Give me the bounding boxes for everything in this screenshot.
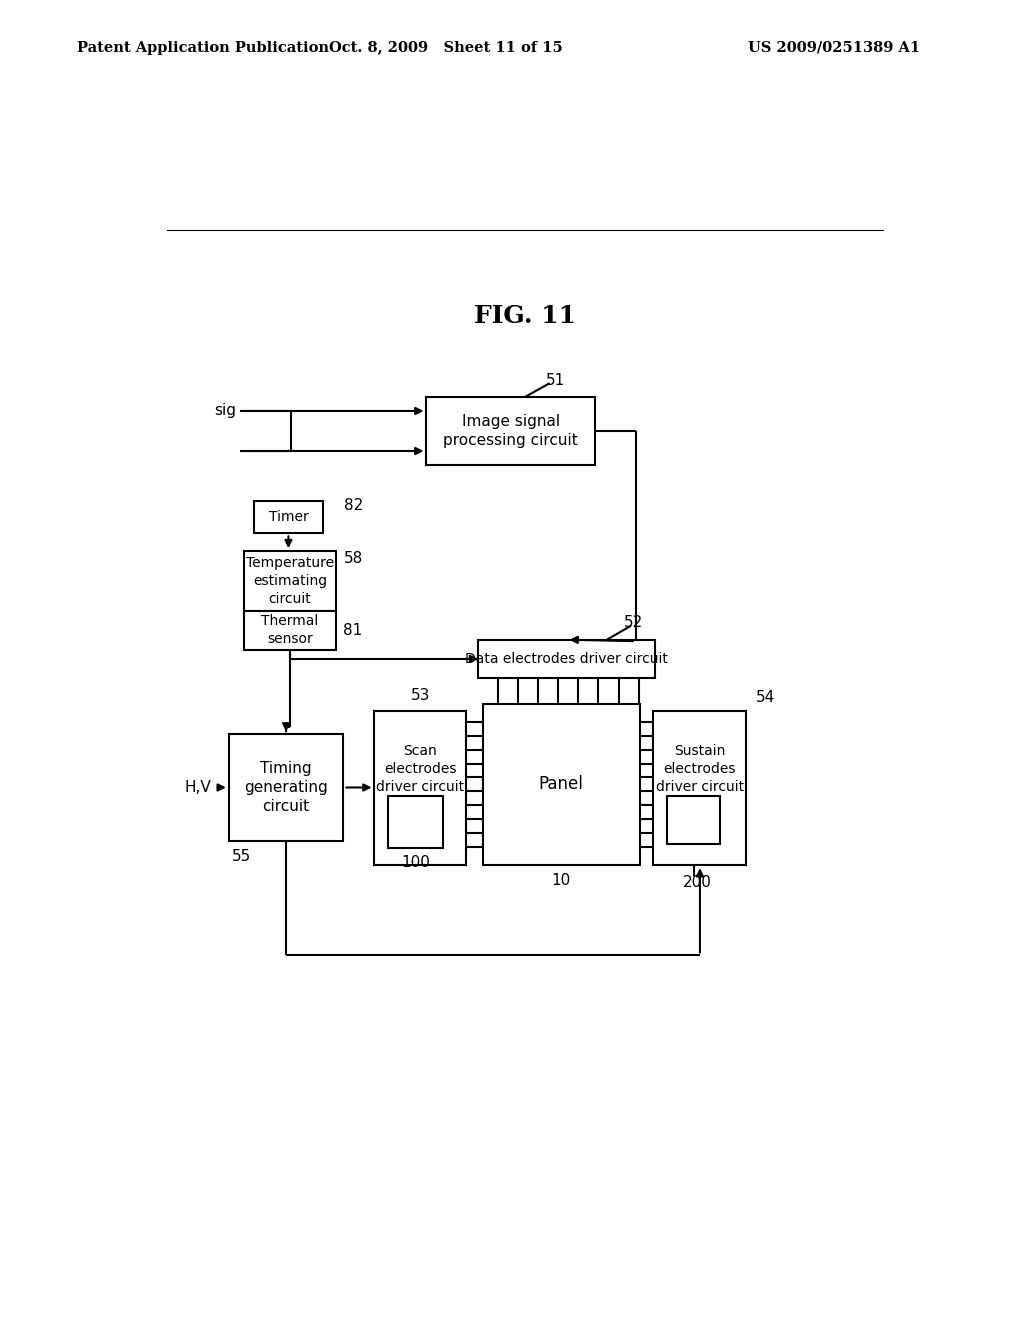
Text: Scan
electrodes
driver circuit: Scan electrodes driver circuit [376,744,464,793]
Bar [668,796,720,843]
Bar [653,711,746,866]
Text: Timing
generating
circuit: Timing generating circuit [245,760,328,814]
Text: US 2009/0251389 A1: US 2009/0251389 A1 [748,41,920,54]
Text: Image signal
processing circuit: Image signal processing circuit [443,414,579,447]
Text: FIG. 11: FIG. 11 [474,304,575,329]
Bar [483,704,640,866]
Text: Patent Application Publication: Patent Application Publication [77,41,329,54]
Text: 82: 82 [344,498,364,513]
Text: Data electrodes driver circuit: Data electrodes driver circuit [465,652,668,665]
Bar [388,796,443,849]
Bar [375,711,466,866]
Text: 81: 81 [343,623,362,638]
Text: Panel: Panel [539,775,584,793]
Text: 58: 58 [343,552,362,566]
Text: 200: 200 [682,875,712,890]
Text: Timer: Timer [268,511,308,524]
Text: 52: 52 [624,615,643,630]
Text: Temperature
estimating
circuit: Temperature estimating circuit [246,556,334,606]
Text: 53: 53 [411,688,430,704]
Bar [245,611,336,649]
Text: sig: sig [214,404,237,418]
Text: Sustain
electrodes
driver circuit: Sustain electrodes driver circuit [656,744,744,793]
Text: 55: 55 [231,849,251,863]
Bar [254,502,323,533]
Text: 54: 54 [756,690,775,705]
Bar [245,552,336,611]
Bar [228,734,343,841]
Text: 100: 100 [401,854,430,870]
Text: Thermal
sensor: Thermal sensor [261,615,318,647]
Bar [478,640,655,678]
Text: H,V: H,V [185,780,212,795]
Text: 10: 10 [552,873,570,888]
Bar [426,397,595,465]
Text: Oct. 8, 2009   Sheet 11 of 15: Oct. 8, 2009 Sheet 11 of 15 [329,41,562,54]
Text: 51: 51 [546,372,565,388]
